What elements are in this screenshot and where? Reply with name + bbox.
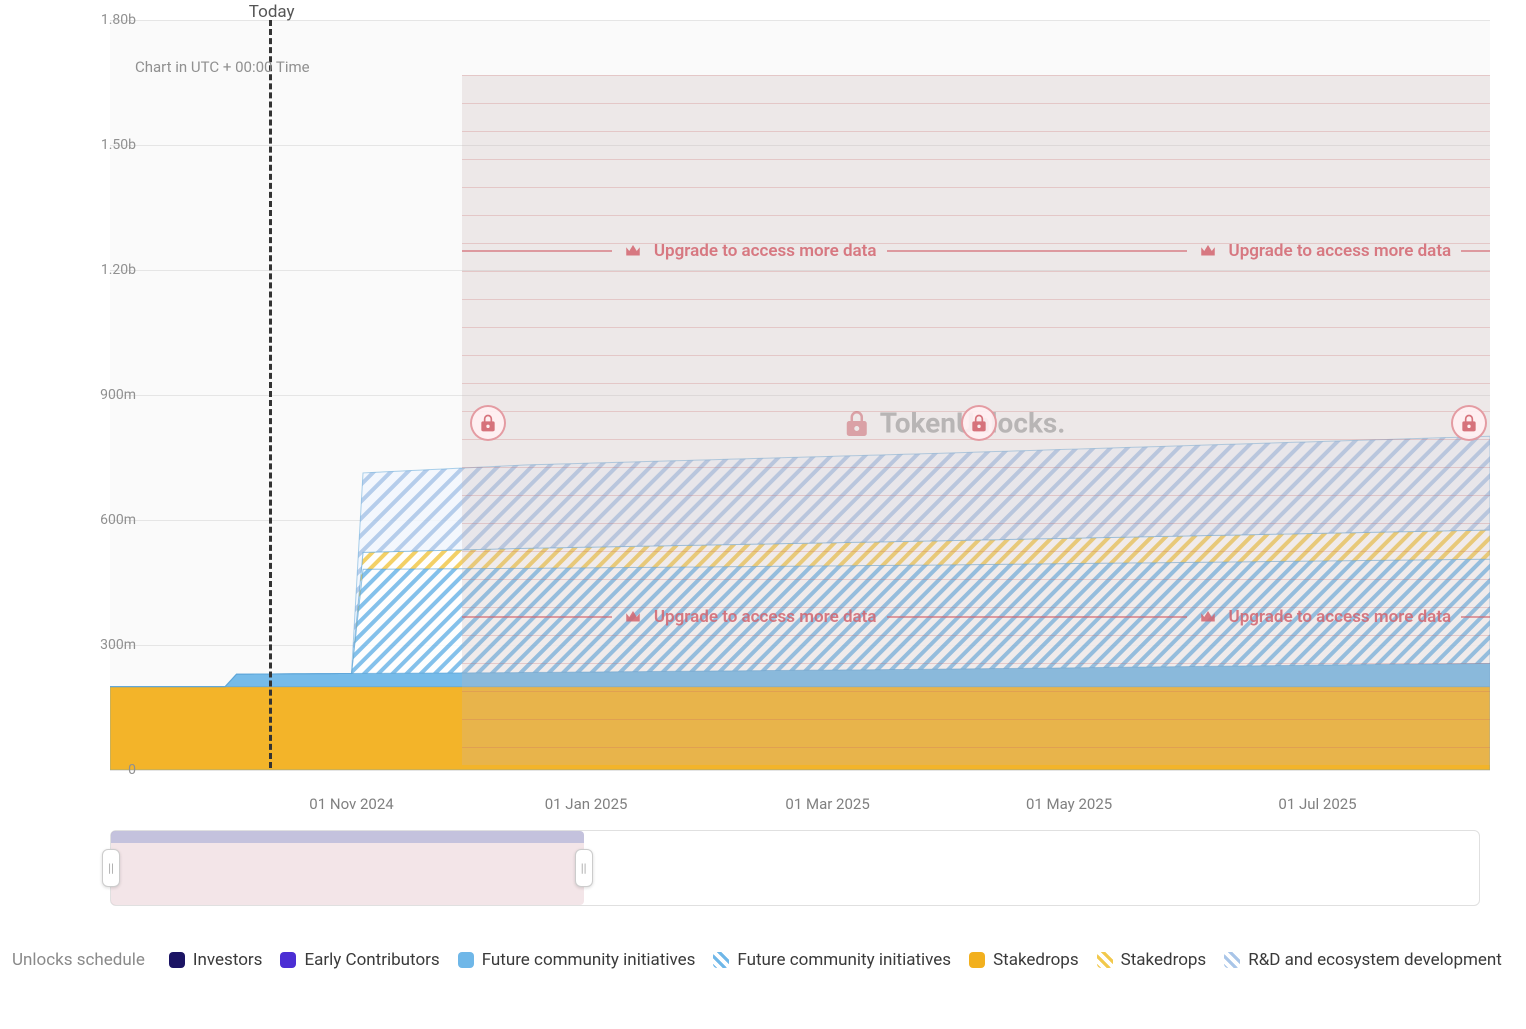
y-tick-label: 600m	[100, 512, 136, 528]
timezone-note: Chart in UTC + 00:00 Time	[135, 58, 310, 76]
legend-item[interactable]: Stakedrops	[969, 950, 1079, 970]
legend-title: Unlocks schedule	[12, 950, 145, 970]
plot-area: Today Chart in UTC + 00:00 Time Upgrade …	[110, 20, 1490, 770]
today-marker: Today	[269, 20, 272, 768]
legend-item[interactable]: Investors	[169, 950, 263, 970]
legend-label: Investors	[193, 950, 263, 970]
y-tick-label: 1.20b	[101, 262, 136, 278]
legend-item[interactable]: Stakedrops	[1097, 950, 1207, 970]
slider-handle-start[interactable]: ||	[102, 849, 120, 887]
legend-label: Stakedrops	[1121, 950, 1207, 970]
unlocks-chart: Today Chart in UTC + 00:00 Time Upgrade …	[0, 0, 1526, 1029]
today-label: Today	[249, 2, 295, 22]
x-tick-label: 01 Jul 2025	[1278, 795, 1356, 813]
y-tick-label: 300m	[100, 637, 136, 653]
x-tick-label: 01 May 2025	[1026, 795, 1112, 813]
stacked-areas	[110, 20, 1490, 770]
x-tick-label: 01 Nov 2024	[309, 795, 393, 813]
legend-swatch	[280, 952, 296, 968]
slider-handle-end[interactable]: ||	[575, 849, 593, 887]
legend-item[interactable]: Early Contributors	[280, 950, 439, 970]
slider-strip	[111, 831, 584, 843]
legend-swatch	[458, 952, 474, 968]
legend-swatch	[1224, 952, 1240, 968]
legend-label: Stakedrops	[993, 950, 1079, 970]
gridline	[110, 770, 1490, 771]
y-tick-label: 1.50b	[101, 137, 136, 153]
legend-label: R&D and ecosystem development	[1248, 950, 1502, 970]
y-tick-label: 1.80b	[101, 12, 136, 28]
legend-swatch	[969, 952, 985, 968]
legend-label: Future community initiatives	[737, 950, 951, 970]
legend-item[interactable]: Future community initiatives	[713, 950, 951, 970]
x-tick-label: 01 Mar 2025	[785, 795, 869, 813]
legend: Unlocks schedule Investors Early Contribu…	[12, 950, 1514, 970]
area-stakedrops	[110, 687, 1490, 770]
legend-item[interactable]: Future community initiatives	[458, 950, 696, 970]
x-tick-label: 01 Jan 2025	[545, 795, 628, 813]
legend-swatch	[1097, 952, 1113, 968]
legend-label: Early Contributors	[304, 950, 439, 970]
y-tick-label: 900m	[100, 387, 136, 403]
y-tick-label: 0	[128, 762, 136, 778]
legend-item[interactable]: R&D and ecosystem development	[1224, 950, 1502, 970]
legend-label: Future community initiatives	[482, 950, 696, 970]
legend-swatch	[169, 952, 185, 968]
legend-swatch	[713, 952, 729, 968]
time-range-slider[interactable]: || ||	[110, 830, 1480, 906]
